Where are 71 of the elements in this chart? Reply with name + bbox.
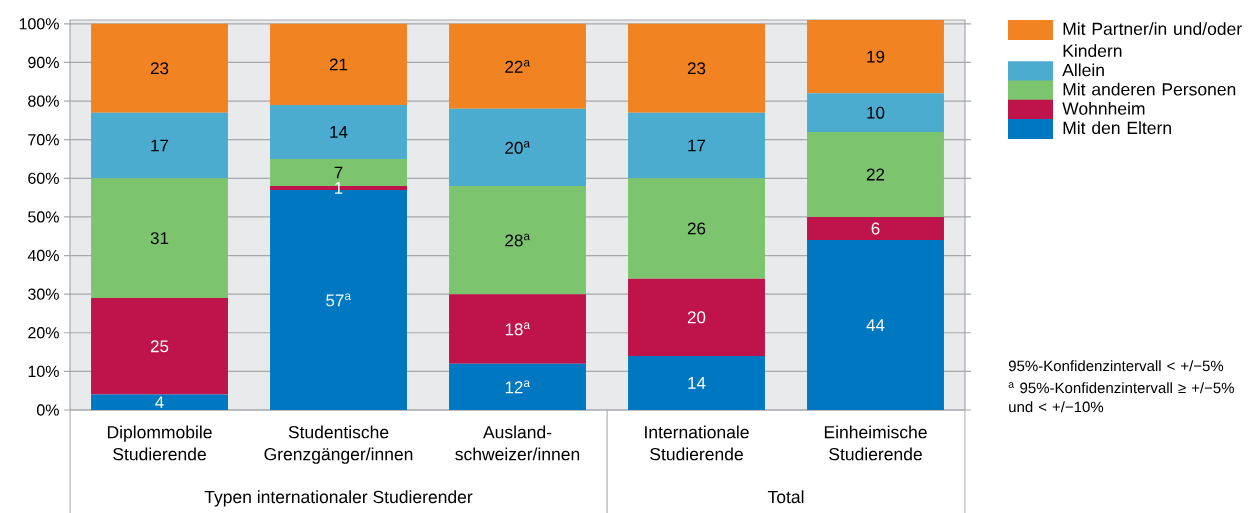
text: Total <box>767 490 804 504</box>
data-label: 20$^{a}$ <box>505 141 531 154</box>
data-label: 25 <box>150 340 169 353</box>
x-tick-label: Diplommobile Studierende <box>107 425 212 461</box>
bar <box>628 23 765 113</box>
bar <box>449 363 586 410</box>
legend-label: Mit den Eltern <box>1063 121 1171 135</box>
legend-label: Wohnheim <box>1062 101 1145 115</box>
y-tick-label: 20% <box>28 327 59 339</box>
bar <box>91 178 228 299</box>
data-label: 26 <box>687 222 706 235</box>
data-label: 44 <box>866 319 885 331</box>
data-label: 23 <box>687 62 706 75</box>
legend-label: Mit anderen Personen <box>1063 82 1236 96</box>
data-label: 14 <box>688 377 706 389</box>
data-label: 14 <box>330 126 348 138</box>
y-tick-label: 50% <box>28 211 59 223</box>
data-label: 23 <box>150 62 169 75</box>
bar <box>449 23 586 109</box>
data-label: 28$^{a}$ <box>505 233 531 247</box>
y-tick-label: 90% <box>28 56 59 69</box>
bar <box>807 93 944 132</box>
bar <box>449 294 586 364</box>
bar <box>628 278 765 356</box>
bar <box>628 355 765 410</box>
data-label: 18$^{a}$ <box>505 322 531 336</box>
bar <box>628 112 765 179</box>
data-label: 22 <box>866 168 885 181</box>
data-label: 4 <box>155 396 164 409</box>
y-tick-label: 80% <box>28 95 59 107</box>
bar <box>91 394 228 410</box>
bar <box>270 104 407 159</box>
bar <box>807 240 944 410</box>
data-label: 12$^{a}$ <box>505 380 531 394</box>
bar <box>449 108 586 187</box>
bar <box>449 186 586 295</box>
data-label: 6 <box>871 222 880 235</box>
text: Typen internationaler Studierender <box>204 490 473 507</box>
bar <box>807 19 944 94</box>
y-tick-label: 10% <box>28 365 59 378</box>
x-tick-label: Internationale Studierende <box>645 425 749 461</box>
bar <box>270 23 407 105</box>
bar <box>91 298 228 395</box>
y-tick-label: 0% <box>36 404 59 416</box>
bar <box>91 23 228 113</box>
y-tick-label: 70% <box>28 134 59 146</box>
data-label: 21 <box>329 58 348 71</box>
legend-label: Mit Partner/in und/oder Kindern <box>1063 22 1242 58</box>
x-tick-label: Ausland-schweizer/innen <box>455 425 580 461</box>
bar <box>628 178 765 279</box>
bar <box>91 112 228 179</box>
data-label: 22$^{a}$ <box>505 59 531 73</box>
text: $^{a}$ 95%-Konfidenzintervall ≥ +/−5% und < +/−10% <box>1008 382 1234 413</box>
bar <box>807 131 944 217</box>
data-label: 17 <box>151 139 169 152</box>
data-label: 7 <box>334 166 343 179</box>
y-tick-label: 40% <box>27 249 59 262</box>
data-label: 19 <box>867 50 885 63</box>
data-label: 10 <box>867 106 885 119</box>
x-tick-label: Einheimische Studierende <box>824 425 927 461</box>
data-label: 20 <box>687 311 706 324</box>
data-label: 17 <box>688 139 706 152</box>
y-tick-label: 30% <box>28 288 59 300</box>
y-tick-label: 100% <box>19 18 59 30</box>
data-label: 31 <box>150 232 169 245</box>
x-tick-label: Studentische Grenzgänger/innen <box>264 425 413 464</box>
text: 95%-Konfidenzintervall < +/−5% <box>1008 360 1224 372</box>
y-tick-label: 60% <box>28 172 59 184</box>
data-label: 57$^{a}$ <box>326 293 352 307</box>
bar <box>807 216 944 241</box>
legend-label: Allein <box>1062 63 1104 77</box>
